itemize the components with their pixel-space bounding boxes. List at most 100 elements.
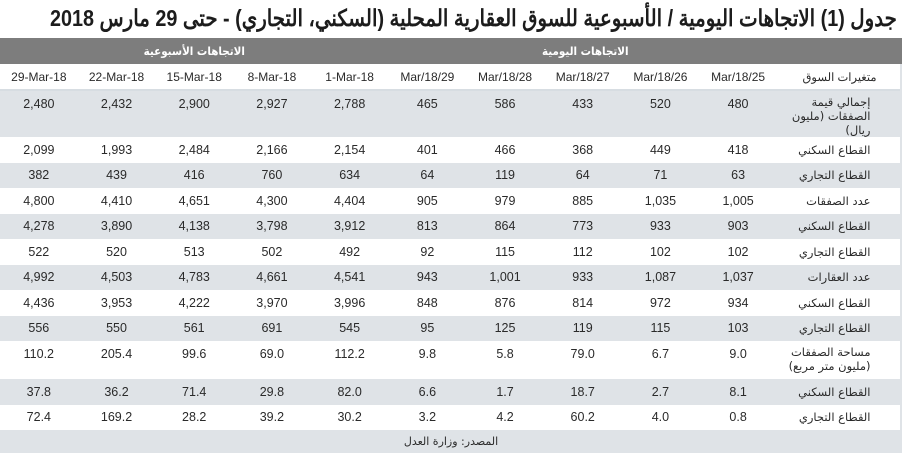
table-cell: 2,166 (233, 137, 311, 163)
table-cell: 112 (543, 239, 622, 265)
market-trends-table: الاتجاهات الأسبوعية الاتجاهات اليومية 29… (0, 38, 902, 455)
table-cell: 586 (466, 90, 544, 137)
table-cell: 1.7 (466, 379, 544, 405)
table-cell: 102 (621, 239, 700, 265)
table-cell: 2,900 (155, 90, 234, 137)
col-header: Mar/18/29 (388, 64, 467, 91)
table-cell: 2,484 (155, 137, 234, 163)
table-cell: 4.0 (621, 404, 700, 430)
table-row: 110.2 205.4 99.6 69.0 112.2 9.8 5.8 79.0 6.7 9.0 م… (0, 341, 902, 379)
table-cell: 64 (543, 162, 622, 188)
table-cell: 4,800 (0, 188, 78, 214)
table-cell: 933 (621, 213, 700, 239)
table-cell: 115 (466, 239, 544, 265)
table-cell: 814 (543, 290, 622, 316)
table-cell: 2,788 (310, 90, 389, 137)
table-row: 2,099 1,993 2,484 2,166 2,154 401 466 368 449 418… (0, 137, 902, 163)
table-cell: 119 (466, 162, 544, 188)
table-cell: 502 (233, 239, 311, 265)
table-cell: 4,783 (155, 264, 234, 290)
table-cell: 205.4 (77, 341, 156, 379)
table-cell: 1,993 (77, 137, 156, 163)
table-cell: 418 (699, 137, 777, 163)
table-row: 4,436 3,953 4,222 3,970 3,996 848 876 814 972 934… (0, 290, 902, 316)
table-cell: 979 (466, 188, 544, 214)
table-cell: 545 (310, 315, 389, 341)
group-header-row: الاتجاهات الأسبوعية الاتجاهات اليومية (0, 38, 902, 64)
col-header: Mar/18/28 (466, 64, 544, 91)
table-cell: 885 (543, 188, 622, 214)
table-cell: 4,651 (155, 188, 234, 214)
table-cell: 401 (388, 137, 467, 163)
table-cell: 4.2 (466, 404, 544, 430)
table-cell: 30.2 (310, 404, 389, 430)
table-cell: 119 (543, 315, 622, 341)
table-cell: 4,503 (77, 264, 156, 290)
table-cell: 368 (543, 137, 622, 163)
table-cell: 382 (0, 162, 78, 188)
table-cell: 972 (621, 290, 700, 316)
table-cell: 63 (699, 162, 777, 188)
table-cell: 8.1 (699, 379, 777, 405)
source-note: المصدر: وزارة العدل (0, 430, 902, 455)
table-cell: 905 (388, 188, 467, 214)
table-cell: 4,222 (155, 290, 234, 316)
row-label: عدد الصفقات (776, 188, 902, 214)
table-cell: 9.8 (388, 341, 467, 379)
table-cell: 3,996 (310, 290, 389, 316)
table-cell: 69.0 (233, 341, 311, 379)
col-header: 8-Mar-18 (233, 64, 311, 91)
table-cell: 439 (77, 162, 156, 188)
col-header: 1-Mar-18 (310, 64, 389, 91)
row-label: إجمالي قيمة الصفقات (مليون ريال) (776, 90, 902, 137)
table-cell: 556 (0, 315, 78, 341)
table-cell: 848 (388, 290, 467, 316)
table-cell: 39.2 (233, 404, 311, 430)
table-cell: 0.8 (699, 404, 777, 430)
table-cell: 934 (699, 290, 777, 316)
table-cell: 933 (543, 264, 622, 290)
table-cell: 82.0 (310, 379, 389, 405)
table-cell: 466 (466, 137, 544, 163)
row-label: القطاع التجاري (776, 239, 902, 265)
table-cell: 6.6 (388, 379, 467, 405)
table-row: 556 550 561 691 545 95 125 119 115 103 القطاع التج… (0, 315, 902, 341)
daily-trends-header: الاتجاهات اليومية (388, 38, 902, 64)
table-cell: 4,138 (155, 213, 234, 239)
table-cell: 1,005 (699, 188, 777, 214)
table-cell: 813 (388, 213, 467, 239)
table-cell: 37.8 (0, 379, 78, 405)
table-cell: 465 (388, 90, 467, 137)
table-cell: 28.2 (155, 404, 234, 430)
source-row: المصدر: وزارة العدل (0, 430, 902, 455)
col-header: Mar/18/27 (543, 64, 622, 91)
column-header-row: 29-Mar-18 22-Mar-18 15-Mar-18 8-Mar-18 1… (0, 64, 902, 91)
table-cell: 92 (388, 239, 467, 265)
table-cell: 29.8 (233, 379, 311, 405)
table-row: 382 439 416 760 634 64 119 64 71 63 القطاع التجاري (0, 162, 902, 188)
table-cell: 2,927 (233, 90, 311, 137)
table-cell: 60.2 (543, 404, 622, 430)
table-cell: 36.2 (77, 379, 156, 405)
table-cell: 4,278 (0, 213, 78, 239)
table-row: 522 520 513 502 492 92 115 112 102 102 القطاع التج… (0, 239, 902, 265)
table-cell: 2.7 (621, 379, 700, 405)
table-cell: 3,970 (233, 290, 311, 316)
table-cell: 760 (233, 162, 311, 188)
table-cell: 2,154 (310, 137, 389, 163)
table-cell: 115 (621, 315, 700, 341)
table-row: 4,992 4,503 4,783 4,661 4,541 943 1,001 933 1,08… (0, 264, 902, 290)
table-cell: 71 (621, 162, 700, 188)
table-cell: 520 (621, 90, 700, 137)
col-header-label: متغيرات السوق (776, 64, 902, 91)
table-cell: 550 (77, 315, 156, 341)
table-cell: 18.7 (543, 379, 622, 405)
row-label: القطاع التجاري (776, 404, 902, 430)
row-label: القطاع التجاري (776, 315, 902, 341)
table-cell: 79.0 (543, 341, 622, 379)
table-cell: 773 (543, 213, 622, 239)
table-cell: 903 (699, 213, 777, 239)
weekly-trends-header: الاتجاهات الأسبوعية (0, 38, 389, 64)
table-cell: 3,798 (233, 213, 311, 239)
table-cell: 691 (233, 315, 311, 341)
